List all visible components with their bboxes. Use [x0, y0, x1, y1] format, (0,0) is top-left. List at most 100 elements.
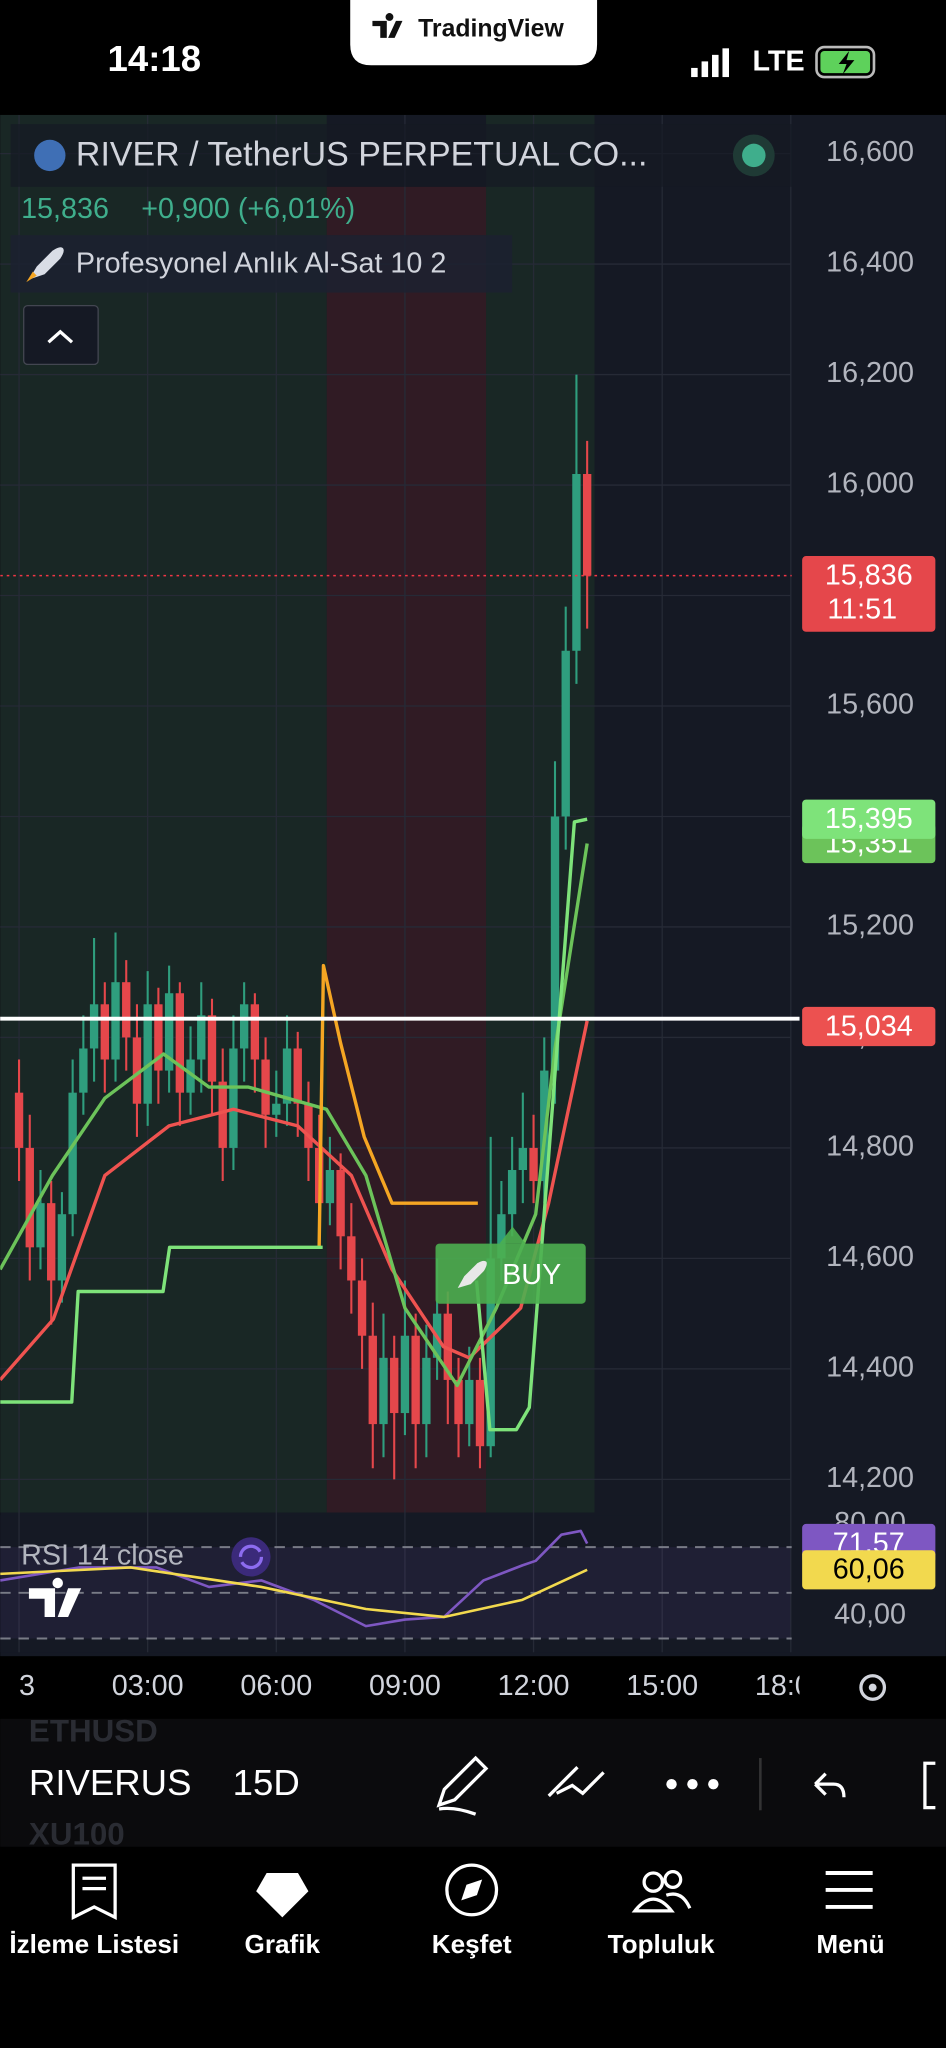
refresh-icon: [238, 1544, 264, 1570]
x-tick-label: 18:00: [755, 1670, 827, 1702]
settings-icon[interactable]: [859, 1674, 887, 1701]
charging: [838, 50, 855, 75]
y-tick-label: 14,400: [826, 1351, 914, 1383]
candle-body: [325, 1170, 335, 1204]
candle-body: [239, 1004, 249, 1049]
price-label: 15,034: [825, 1010, 913, 1042]
draw-icon[interactable]: [436, 1755, 489, 1816]
candle-body: [100, 1004, 109, 1060]
y-tick-label: 15,600: [826, 689, 914, 721]
candle-body: [422, 1357, 431, 1425]
y-tick-label: 16,000: [826, 468, 914, 500]
rocket-icon: [28, 247, 64, 280]
rsi-title: RSI 14 close: [21, 1539, 184, 1571]
x-tick-label: 06:00: [240, 1670, 312, 1702]
signal-text: BUY: [502, 1259, 561, 1291]
candle-body: [368, 1335, 377, 1425]
rocket-flame: [26, 271, 37, 283]
price-label-bg: [802, 799, 936, 839]
candle-body: [122, 982, 131, 1038]
candle-body: [175, 993, 185, 1093]
candle-body: [218, 1081, 227, 1148]
network: LTE: [753, 45, 805, 77]
ghost-symbol: ETHUSD: [29, 1714, 158, 1749]
x-tick-label: 15:00: [626, 1670, 698, 1702]
candle-body: [357, 1280, 367, 1336]
explore-icon[interactable]: [445, 1863, 499, 1917]
community-icon[interactable]: [631, 1870, 692, 1913]
candle-body: [89, 1004, 99, 1049]
x-tick-label: 09:00: [369, 1670, 441, 1702]
x-tick-label: 3: [19, 1670, 35, 1702]
collapse-button[interactable]: [23, 304, 99, 366]
candle-body: [454, 1379, 463, 1425]
candle-body: [529, 1147, 538, 1182]
change: +0,900 (+6,01%): [141, 193, 355, 225]
symbol: RIVER / TetherUS PERPETUAL CO...: [76, 136, 647, 174]
y-tick-label: 16,600: [826, 136, 914, 168]
price-label-bg: [802, 1006, 936, 1047]
trend-icon[interactable]: [547, 1766, 605, 1798]
candle-body: [154, 1004, 163, 1071]
undo-icon[interactable]: [814, 1772, 846, 1798]
price-label-bg: [802, 556, 936, 632]
watchlist-icon[interactable]: [71, 1863, 117, 1921]
indicator-bg: [10, 235, 513, 293]
candle-body: [143, 1004, 152, 1104]
price-label: 60,06: [833, 1554, 905, 1586]
candle-body: [111, 982, 120, 1060]
candle-body: [197, 1015, 206, 1060]
candle-body: [561, 650, 570, 817]
indicator-line: [0, 1566, 588, 1619]
nav-label[interactable]: Keşfet: [432, 1929, 512, 1959]
candle-body: [550, 816, 560, 1071]
candle-body: [14, 1092, 24, 1148]
candle-body: [132, 1037, 142, 1104]
countdown: 11:51: [827, 593, 897, 625]
status-dot: [742, 143, 766, 168]
candle-body: [207, 1015, 217, 1082]
tv-watermark: [28, 1577, 82, 1617]
candle-body: [250, 1004, 260, 1060]
fullscreen-icon[interactable]: [923, 1761, 936, 1810]
candle-body: [229, 1048, 238, 1148]
candle-body: [79, 1048, 88, 1093]
bottom-nav: [0, 1846, 946, 2048]
signal-rocket: [457, 1260, 487, 1289]
nav-label[interactable]: Topluluk: [608, 1929, 715, 1959]
y-tick-label: 16,400: [826, 247, 914, 279]
nav-label[interactable]: Grafik: [245, 1929, 321, 1959]
app-badge-bg: [350, 0, 598, 66]
candle-body: [25, 1147, 34, 1248]
candle-body: [411, 1335, 420, 1425]
candle-body: [379, 1357, 388, 1425]
more-icon[interactable]: [666, 1778, 719, 1790]
y-tick-label: 40,00: [834, 1598, 906, 1630]
y-tick-label: 14,200: [826, 1462, 914, 1494]
candle-body: [400, 1335, 410, 1414]
candle-body: [293, 1048, 302, 1104]
menu-icon[interactable]: [825, 1871, 873, 1909]
session-shade: [326, 186, 487, 1513]
candle-body: [164, 993, 174, 1071]
indicator-line: [317, 963, 478, 1248]
chevron: [47, 329, 74, 344]
signal-icon: [691, 48, 729, 78]
candle-body: [507, 1170, 517, 1215]
indicator-name[interactable]: Profesyonel Anlık Al-Sat 10 2: [76, 248, 446, 280]
nav-label[interactable]: Menü: [816, 1929, 884, 1959]
symbol-logo: [34, 139, 66, 172]
candle-body: [540, 1070, 549, 1182]
toolbar-symbol[interactable]: RIVERUS: [29, 1762, 192, 1803]
candle-body: [47, 1203, 56, 1281]
refresh-bg[interactable]: [231, 1537, 271, 1577]
signal-bg: [435, 1243, 586, 1304]
compass: [461, 1879, 483, 1901]
toolbar-interval[interactable]: 15D: [233, 1762, 300, 1803]
chart-icon[interactable]: [256, 1872, 309, 1918]
x-tick-label: 12:00: [498, 1670, 570, 1702]
nav-label[interactable]: İzleme Listesi: [9, 1929, 179, 1959]
candle-body: [347, 1236, 356, 1281]
candle-body: [186, 1059, 195, 1093]
